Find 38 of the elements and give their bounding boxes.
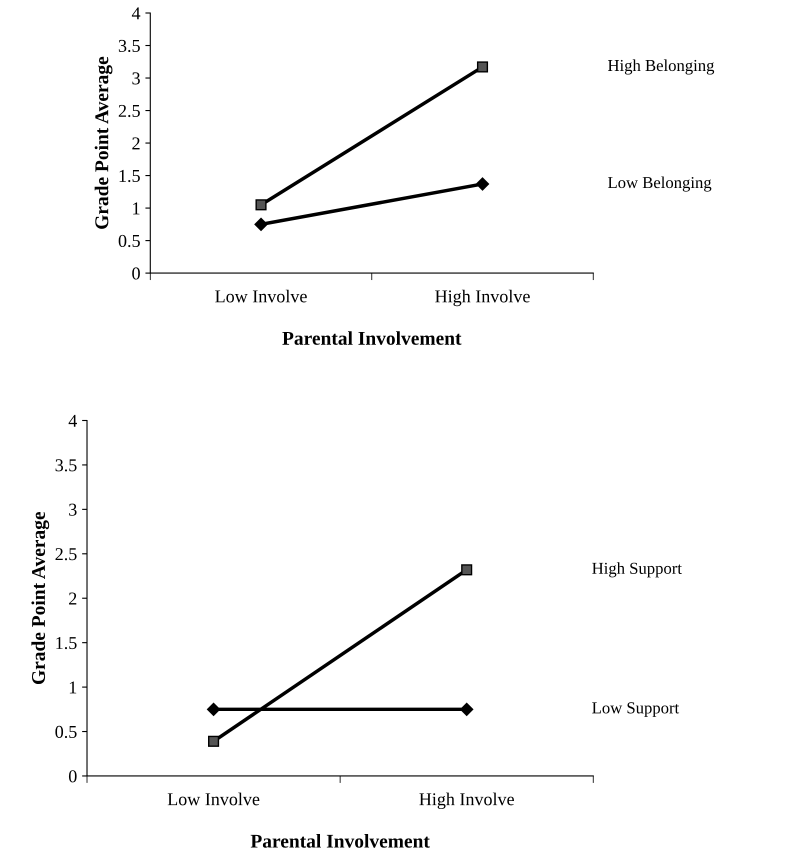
- y-tick-label: 0.5: [55, 726, 77, 738]
- point: [255, 199, 267, 210]
- x-tick-label: High Involve: [435, 290, 530, 306]
- y-tick-label: 3: [69, 504, 77, 516]
- y-tick-label: 1: [133, 202, 140, 214]
- point: [254, 218, 268, 231]
- y-tick-label: 0: [132, 267, 140, 280]
- y-tick-label: 2: [132, 137, 140, 150]
- point: [461, 564, 472, 576]
- point: [460, 702, 474, 716]
- y-tick-label: 1.5: [56, 637, 77, 650]
- point: [208, 736, 220, 747]
- y-tick-label: 1: [70, 681, 76, 694]
- y-axis-title: Grade Point Average: [31, 512, 50, 684]
- y-tick-label: 2.5: [118, 104, 140, 118]
- y-tick-label: 4: [68, 414, 78, 427]
- y-tick-label: 3.5: [56, 459, 77, 472]
- y-tick-label: 0.5: [118, 234, 140, 248]
- y-tick-label: 0: [68, 770, 77, 782]
- y-tick-label: 4: [132, 7, 140, 20]
- y-tick-label: 3: [132, 72, 140, 84]
- y-axis-title: Grade Point Average: [94, 56, 112, 229]
- y-tick-label: 2.5: [56, 548, 77, 560]
- point: [476, 61, 488, 73]
- x-tick-label: Low Involve: [168, 792, 260, 806]
- text: High Support: [592, 562, 682, 578]
- x-axis-title: Parental Involvement: [282, 331, 462, 345]
- y-tick-label: 2: [69, 592, 76, 604]
- x-tick-label: Low Involve: [215, 290, 307, 302]
- text: High Belonging: [608, 59, 714, 75]
- y-tick-label: 3.5: [118, 40, 140, 52]
- text: Low Belonging: [608, 176, 712, 192]
- point: [476, 177, 490, 191]
- text: Low Support: [592, 702, 680, 717]
- point: [206, 702, 220, 716]
- x-axis-title: Parental Involvement: [250, 834, 430, 848]
- y-tick-label: 1.5: [120, 170, 140, 182]
- x-tick-label: High Involve: [419, 792, 514, 810]
